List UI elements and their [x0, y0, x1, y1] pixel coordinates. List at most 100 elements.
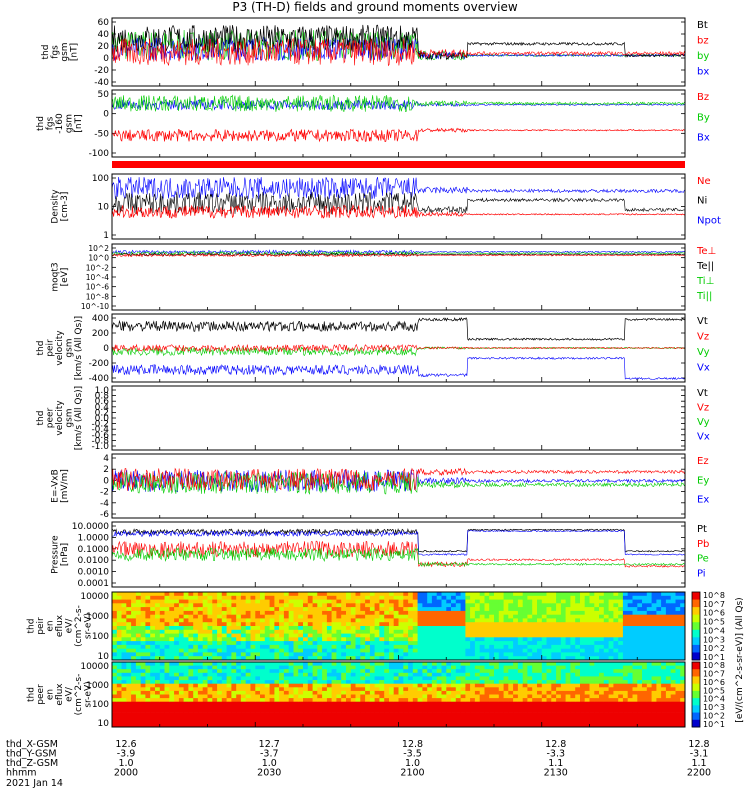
spectrogram-cell [350, 705, 356, 710]
y-tick-label: 10^-10 [81, 302, 109, 311]
spectrogram-cell [303, 698, 309, 703]
spectrogram-cell [126, 701, 132, 706]
spectrogram-cell [174, 599, 180, 604]
spectrogram-cell [575, 672, 581, 677]
spectrogram-cell [212, 644, 218, 650]
spectrogram-cell [346, 680, 352, 685]
spectrogram-cell [240, 723, 247, 728]
spectrogram-cell [642, 607, 648, 612]
spectrogram-cell [369, 648, 376, 653]
spectrogram-cell [575, 618, 581, 623]
spectrogram-cell [446, 641, 452, 646]
spectrogram-cell [384, 701, 390, 706]
spectrogram-cell [408, 641, 414, 646]
spectrogram-cell [260, 618, 266, 623]
spectrogram-cell [608, 694, 614, 699]
spectrogram-cell [384, 698, 390, 703]
spectrogram-cell [646, 680, 652, 685]
spectrogram-cell [202, 641, 208, 646]
spectrogram-cell [135, 662, 142, 666]
spectrogram-cell [336, 708, 342, 713]
spectrogram-cell [178, 723, 185, 728]
spectrogram-cell [651, 603, 657, 608]
spectrogram-cell [374, 705, 380, 710]
spectrogram-cell [479, 622, 485, 627]
spectrogram-cell [389, 680, 395, 685]
spectrogram-cell [245, 719, 251, 724]
spectrogram-cell [140, 680, 146, 685]
spectrogram-cell [498, 694, 504, 699]
spectrogram-cell [484, 690, 490, 695]
spectrogram-cell [541, 622, 547, 627]
spectrogram-cell [675, 698, 681, 703]
spectrogram-cell [155, 610, 161, 616]
spectrogram-cell [613, 683, 619, 688]
spectrogram-cell [680, 662, 686, 666]
spectrogram-cell [417, 676, 423, 681]
spectrogram-cell [264, 708, 270, 713]
spectrogram-cell [212, 652, 218, 657]
spectrogram-cell [599, 719, 605, 724]
spectrogram-cell [470, 592, 476, 597]
spectrogram-cell [675, 614, 681, 619]
spectrogram-cell [656, 719, 662, 724]
spectrogram-cell [231, 599, 237, 604]
spectrogram-cell [589, 607, 595, 612]
spectrogram-cell [264, 622, 270, 627]
spectrogram-cell [331, 669, 337, 674]
colorbar-tick-label: 10^1 [703, 720, 725, 729]
spectrogram-cell [398, 687, 404, 692]
spectrogram-cell [451, 712, 457, 717]
spectrogram-cell [212, 723, 218, 728]
spectrogram-cell [312, 719, 318, 724]
spectrogram-cell [618, 683, 624, 688]
spectrogram-cell [178, 716, 185, 721]
spectrogram-cell [556, 595, 562, 600]
spectrogram-cell [174, 626, 180, 631]
spectrogram-cell [384, 633, 390, 638]
spectrogram-cell [627, 607, 633, 612]
spectrogram-cell [680, 599, 686, 604]
legend-entry: Pb [697, 539, 709, 550]
spectrogram-cell [369, 683, 376, 688]
spectrogram-cell [369, 712, 376, 717]
spectrogram-cell [202, 694, 208, 699]
spectrogram-cell [131, 599, 137, 604]
spectrogram-cell [661, 712, 667, 717]
spectrogram-cell [221, 665, 227, 670]
y-axis-label: en [46, 689, 56, 700]
spectrogram-cell [245, 626, 251, 631]
spectrogram-cell [188, 652, 194, 657]
spectrogram-cell [341, 701, 347, 706]
spectrogram-cell [584, 595, 590, 600]
spectrogram-cell [384, 665, 390, 670]
spectrogram-cell [427, 723, 433, 728]
spectrogram-cell [236, 687, 242, 692]
spectrogram-cell [260, 694, 266, 699]
spectrogram-cell [508, 690, 514, 695]
spectrogram-cell [556, 648, 562, 653]
spectrogram-cell [408, 694, 414, 699]
spectrogram-cell [489, 680, 495, 685]
spectrogram-cell [484, 662, 490, 666]
spectrogram-cell [279, 648, 285, 653]
spectrogram-cell [279, 622, 285, 627]
spectrogram-cell [637, 641, 643, 646]
spectrogram-cell [135, 656, 142, 661]
spectrogram-cell [126, 690, 132, 695]
spectrogram-cell [627, 712, 633, 717]
spectrogram-cell [670, 690, 676, 695]
spectrogram-cell [513, 680, 519, 685]
spectrogram-cell [613, 618, 619, 623]
spectrogram-cell [207, 648, 213, 653]
spectrogram-cell [135, 622, 142, 627]
spectrogram-cell [608, 622, 614, 627]
spectrogram-cell [255, 644, 261, 650]
spectrogram-cell [537, 719, 543, 724]
spectrogram-cell [312, 595, 318, 600]
spectrogram-cell [565, 683, 571, 688]
spectrogram-cell [541, 603, 547, 608]
spectrogram-cell [197, 656, 204, 661]
spectrogram-cell [637, 680, 643, 685]
